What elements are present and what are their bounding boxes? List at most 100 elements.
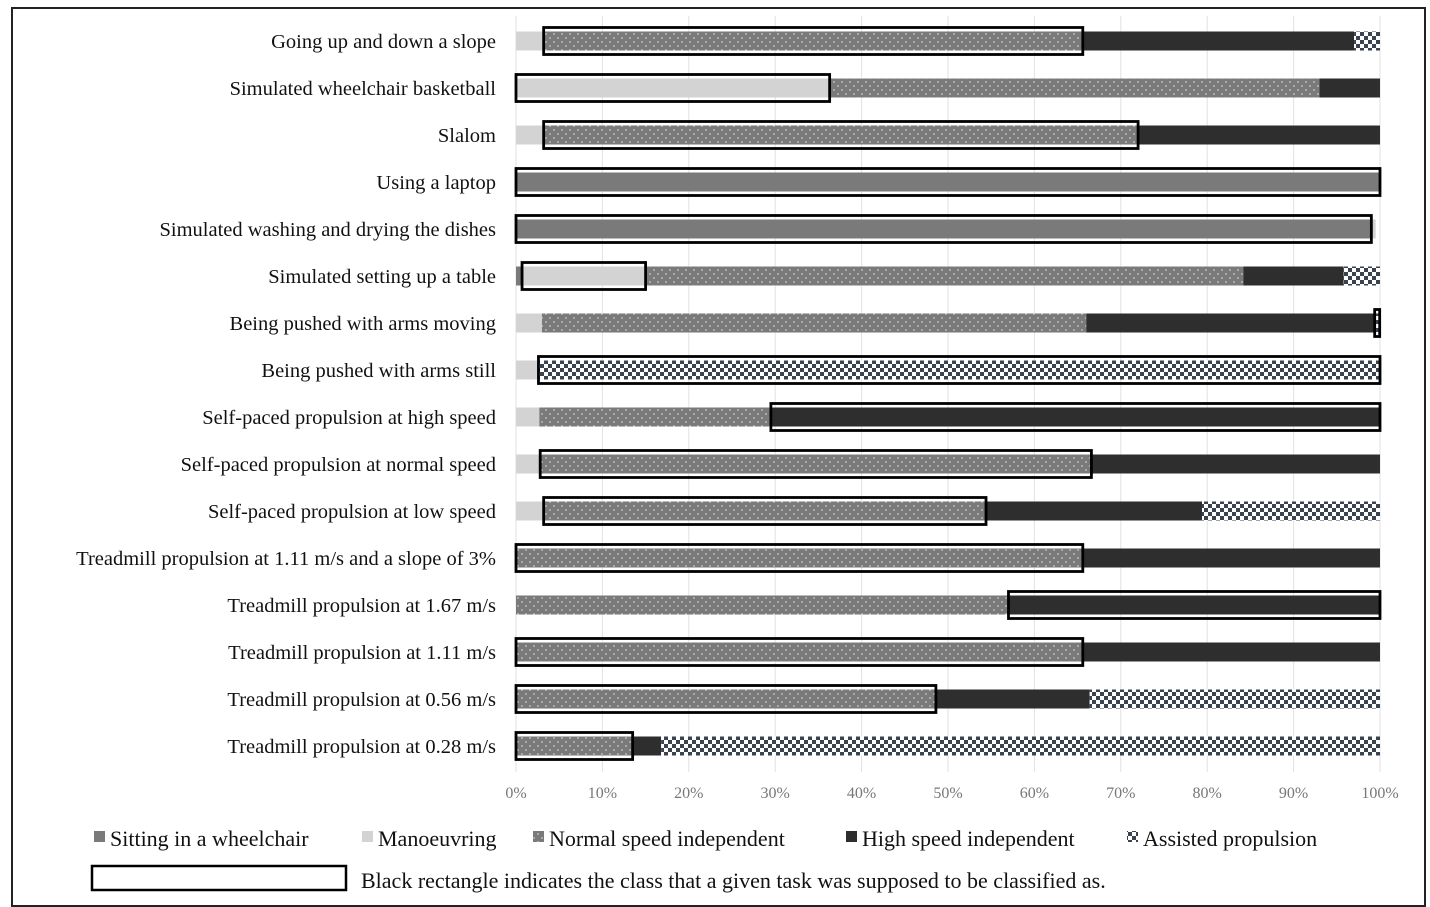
supposed-class-rectangle: [542, 120, 1140, 150]
x-tick-label: 30%: [761, 785, 790, 802]
bar-segment-manoeuvring: [522, 266, 646, 286]
category-label: Slalom: [438, 125, 496, 147]
category-label: Being pushed with arms moving: [230, 313, 496, 335]
bar-segment-high: [1008, 595, 1380, 615]
legend-swatch-manoeuvring: [362, 831, 373, 842]
bar-segment-assisted: [1375, 313, 1380, 333]
supposed-class-rectangle: [520, 261, 647, 291]
x-tick-label: 10%: [588, 785, 617, 802]
bar-segment-high: [935, 689, 1090, 709]
bar-segment-high: [1319, 78, 1380, 98]
category-label: Treadmill propulsion at 1.67 m/s: [227, 595, 496, 617]
bar-segment-assisted: [1202, 501, 1380, 521]
category-label: Treadmill propulsion at 1.11 m/s: [228, 642, 496, 664]
x-tick-label: 60%: [1020, 785, 1049, 802]
category-label: Treadmill propulsion at 1.11 m/s and a s…: [76, 548, 496, 570]
bar-segment-high: [1243, 266, 1344, 286]
supposed-class-rectangle: [1373, 308, 1382, 338]
supposed-class-rectangle: [514, 543, 1085, 573]
bar-segment-high: [1091, 454, 1380, 474]
bar-segment-manoeuvring: [516, 360, 539, 380]
bar-segment-sitting: [516, 172, 1380, 192]
supposed-class-rectangle: [514, 214, 1373, 244]
supposed-class-rectangle: [538, 449, 1093, 479]
bars: [516, 31, 1380, 756]
bar-segment-high: [770, 407, 1380, 427]
supposed-class-rectangle: [514, 637, 1085, 667]
supposed-class-rectangle: [514, 731, 635, 761]
supposed-class-rectangles: [514, 26, 1382, 761]
bar-segment-normal: [541, 313, 1087, 333]
bar-segment-normal: [516, 548, 1083, 568]
bar-segment-manoeuvring: [1371, 219, 1376, 239]
supposed-class-rectangle: [769, 402, 1382, 432]
bar-segment-high: [1138, 125, 1380, 145]
bar-segment-manoeuvring: [516, 31, 544, 51]
bar-segment-assisted: [661, 736, 1380, 756]
bar-segment-manoeuvring: [516, 501, 544, 521]
category-label: Treadmill propulsion at 0.56 m/s: [227, 689, 496, 711]
bar-segment-manoeuvring: [516, 454, 541, 474]
x-tick-label: 20%: [674, 785, 703, 802]
bar-segment-manoeuvring: [516, 407, 540, 427]
bar-segment-high: [632, 736, 662, 756]
bar-segment-normal: [543, 31, 1083, 51]
supposed-class-rectangle: [514, 684, 938, 714]
legend-label-high: High speed independent: [862, 826, 1075, 851]
bar-segment-normal: [829, 78, 1320, 98]
bar-segment-sitting: [516, 219, 1372, 239]
bar-segment-high: [1082, 642, 1380, 662]
bar-segment-normal: [516, 689, 936, 709]
supposed-class-rectangle: [542, 26, 1085, 56]
category-label: Self-paced propulsion at high speed: [202, 407, 496, 429]
bar-segment-high: [1082, 31, 1355, 51]
x-tick-label: 40%: [847, 785, 876, 802]
supposed-class-rectangle: [537, 355, 1382, 385]
bar-segment-high: [986, 501, 1203, 521]
bar-segment-assisted: [538, 360, 1380, 380]
x-axis-ticks: 0% 10% 20% 30% 40% 50% 60% 70% 80% 90% 100%: [505, 785, 1398, 802]
category-label: Being pushed with arms still: [261, 360, 496, 382]
legend-swatch-normal: [533, 831, 544, 842]
category-labels: Going up and down a slope Simulated wheel…: [76, 31, 496, 758]
bar-segment-high: [1086, 313, 1376, 333]
supposed-class-rectangle: [514, 167, 1382, 197]
legend-label-sitting: Sitting in a wheelchair: [110, 826, 309, 851]
x-tick-label: 90%: [1279, 785, 1308, 802]
category-label: Treadmill propulsion at 0.28 m/s: [227, 736, 496, 758]
legend-swatch-assisted: [1127, 831, 1138, 842]
legend-label-assisted: Assisted propulsion: [1143, 826, 1317, 851]
supposed-class-rectangle: [542, 496, 988, 526]
bar-segment-high: [1082, 548, 1380, 568]
bar-segment-sitting: [516, 266, 523, 286]
legend-swatch-high: [846, 831, 857, 842]
bar-segment-assisted: [1354, 31, 1380, 51]
legend-rectangle-swatch: [90, 864, 348, 892]
bar-segment-assisted: [1343, 266, 1380, 286]
category-label: Simulated washing and drying the dishes: [160, 219, 497, 241]
bar-segment-normal: [539, 407, 771, 427]
legend-label-normal: Normal speed independent: [549, 826, 785, 851]
legend: Black rectangle indicates the class that…: [90, 826, 1317, 893]
bar-segment-normal: [645, 266, 1244, 286]
bar-segment-normal: [543, 125, 1139, 145]
category-label: Self-paced propulsion at normal speed: [181, 454, 496, 476]
x-tick-label: 0%: [505, 785, 526, 802]
bar-segment-normal: [540, 454, 1092, 474]
bar-segment-assisted: [1089, 689, 1380, 709]
bar-segment-normal: [516, 642, 1083, 662]
legend-swatch-sitting: [94, 831, 105, 842]
category-label: Simulated wheelchair basketball: [230, 78, 497, 100]
legend-label-manoeuvring: Manoeuvring: [378, 826, 497, 851]
category-label: Simulated setting up a table: [268, 266, 496, 288]
x-tick-label: 80%: [1193, 785, 1222, 802]
bar-segment-manoeuvring: [516, 313, 542, 333]
category-label: Using a laptop: [376, 172, 496, 194]
x-tick-label: 100%: [1361, 785, 1398, 802]
category-label: Going up and down a slope: [271, 31, 496, 53]
bar-segment-normal: [543, 501, 987, 521]
bar-segment-normal: [516, 595, 1009, 615]
legend-note-text: Black rectangle indicates the class that…: [361, 868, 1106, 893]
supposed-class-rectangle: [514, 73, 832, 103]
